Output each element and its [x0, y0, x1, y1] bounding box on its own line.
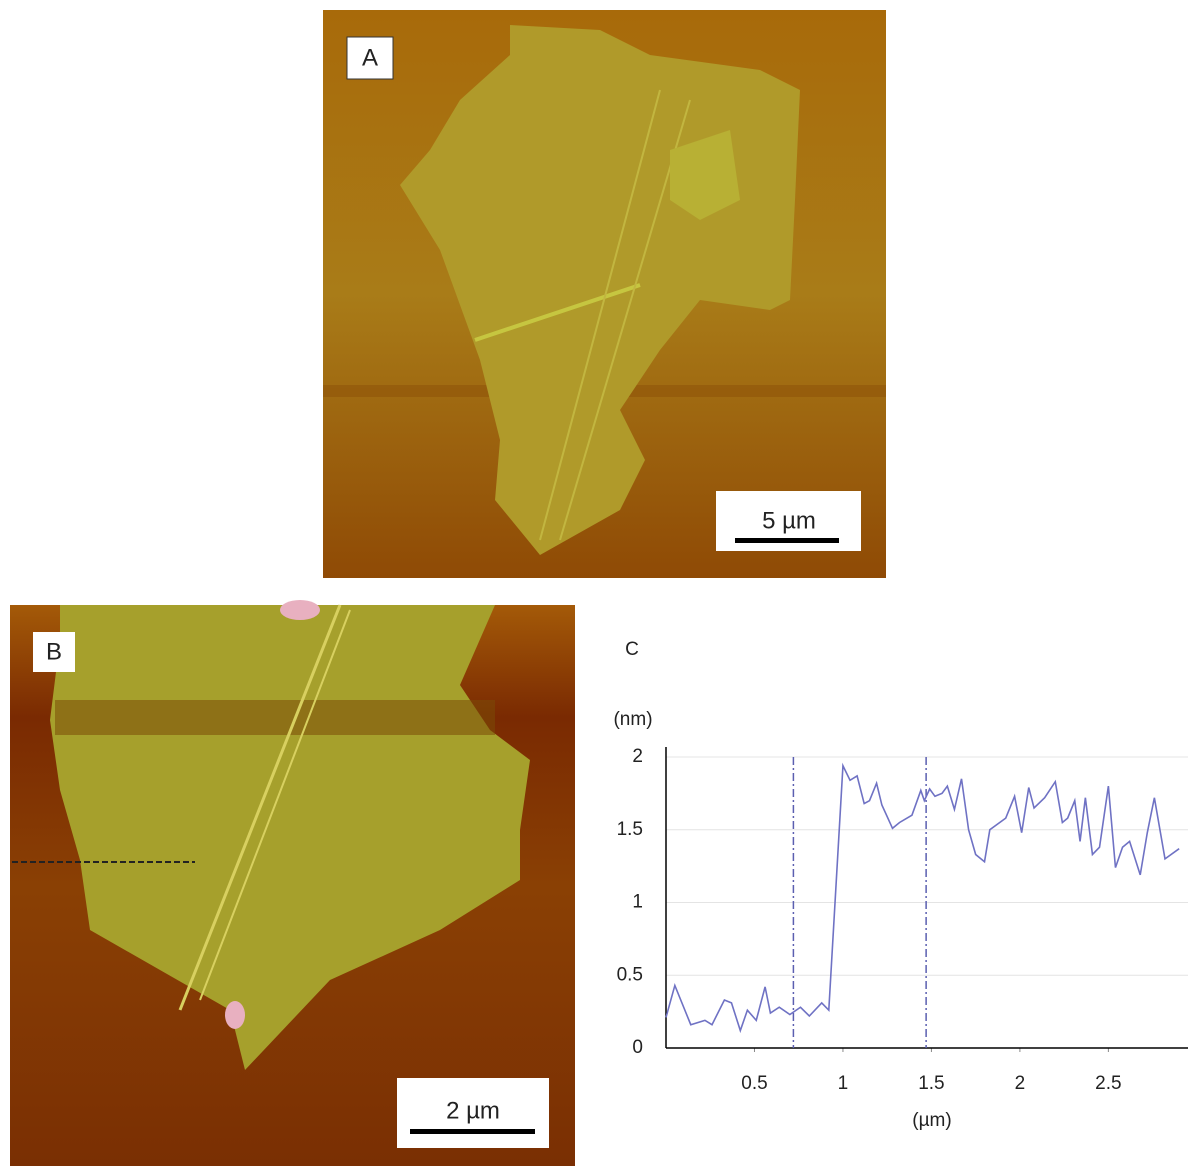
panel-label: B	[46, 638, 62, 665]
panel-label: A	[362, 44, 378, 71]
x-tick-label: 1.5	[918, 1073, 944, 1094]
y-tick-label: 1	[632, 892, 643, 913]
scale-bar-label: 2 µm	[446, 1097, 500, 1124]
x-axis-label: (µm)	[912, 1110, 951, 1131]
x-tick-label: 2	[1015, 1073, 1026, 1094]
y-tick-label: 0	[632, 1037, 643, 1058]
afm-image-b: B 2 µm	[10, 600, 575, 1166]
afm-image-a: A 5 µm	[323, 10, 886, 578]
data-line	[665, 762, 1180, 1034]
y-tick-label: 1.5	[617, 819, 643, 840]
y-axis-label: (nm)	[613, 709, 652, 730]
profile-chart: C (nm) (µm) 0 0.5 1 1.5 2 0.5 1 1.5 2 2.5	[613, 639, 1188, 1131]
scale-bar-label: 5 µm	[762, 507, 816, 534]
y-tick-label: 0.5	[617, 964, 643, 985]
panel-label: C	[625, 639, 639, 660]
x-tick-label: 0.5	[741, 1073, 767, 1094]
y-tick-label: 2	[632, 746, 643, 767]
x-tick-label: 2.5	[1095, 1073, 1121, 1094]
x-tick-label: 1	[838, 1073, 849, 1094]
